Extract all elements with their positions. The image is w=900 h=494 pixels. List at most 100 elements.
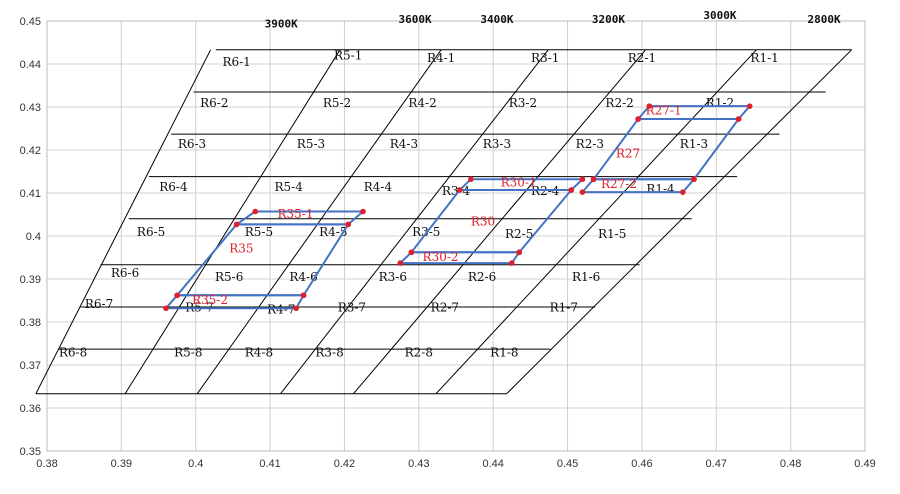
bin-label-r5-8: R5-8 [174, 345, 202, 359]
bin-grid-lines [35, 49, 852, 395]
bin-label-r6-2: R6-2 [200, 96, 228, 110]
y-axis-ticks: 0.35 0.36 0.37 0.38 0.39 0.4 0.41 0.42 0.43 0.44 0… [20, 16, 41, 458]
y-tick-label: 0.44 [20, 59, 41, 71]
x-tick-label: 0.46 [631, 458, 652, 470]
vertex-marker [680, 189, 686, 195]
bin-label-r6-4: R6-4 [159, 180, 188, 194]
y-tick-label: 0.37 [20, 360, 41, 372]
bin-label-r1-2: R1-2 [706, 96, 734, 110]
x-tick-label: 0.39 [111, 458, 132, 470]
vertex-marker [456, 187, 463, 193]
x-tick-label: 0.41 [259, 458, 280, 470]
x-tick-label: 0.38 [36, 458, 57, 470]
highlight-label-r35-1: R35-1 [278, 207, 314, 221]
y-tick-label: 0.4 [26, 231, 41, 243]
bin-label-r5-6: R5-6 [215, 270, 243, 284]
x-tick-label: 0.47 [706, 458, 727, 470]
bin-label-r2-1: R2-1 [628, 51, 656, 65]
vertex-marker [516, 249, 523, 256]
vertex-marker [579, 189, 586, 195]
highlight-label-r27-1: R27-1 [646, 104, 682, 118]
bin-cct-line [35, 49, 212, 395]
bin-cct-line [196, 49, 442, 395]
bin-label-r2-7: R2-7 [431, 300, 459, 314]
bin-label-r2-3: R2-3 [576, 137, 604, 151]
y-tick-label: 0.38 [20, 317, 41, 329]
x-tick-label: 0.4 [188, 458, 203, 470]
vertex-marker [174, 292, 180, 299]
bin-label-r1-8: R1-8 [490, 345, 518, 359]
cct-label-3900k: 3900K [265, 17, 298, 30]
bin-label-r3-2: R3-2 [509, 96, 537, 110]
x-tick-label: 0.43 [408, 458, 429, 470]
vertex-markers [163, 103, 753, 312]
bin-label-r3-8: R3-8 [315, 345, 343, 359]
highlight-label-r30-2: R30-2 [423, 250, 459, 264]
bin-label-r6-6: R6-6 [111, 266, 139, 280]
y-tick-label: 0.41 [20, 188, 41, 200]
vertex-marker [646, 103, 653, 109]
vertex-marker [735, 116, 742, 122]
bin-label-r2-6: R2-6 [468, 270, 496, 284]
bin-label-r6-3: R6-3 [178, 137, 206, 151]
highlight-labels: R27-1 R27 R27-2 R30-1 R30 R30-2 R35-1 R35 R35-2 [192, 104, 682, 307]
vertex-marker [746, 103, 753, 109]
bin-label-r5-1: R5-1 [334, 49, 362, 63]
plot-grid [46, 20, 866, 452]
vertex-marker [579, 176, 586, 183]
bin-labels: R6-1 R5-1 R4-1 R3-1 R2-1 R1-1 R6-2 R5-2 R4-2 R3-2… [59, 49, 779, 360]
x-axis-ticks: 0.38 0.39 0.4 0.41 0.42 0.43 0.44 0.45 0.46 0.47 0… [36, 458, 875, 470]
cct-label-3200k: 3200K [592, 13, 625, 26]
bin-label-r2-4: R2-4 [531, 184, 560, 198]
bin-label-r3-1: R3-1 [531, 51, 559, 65]
bin-cct-line [352, 49, 647, 395]
plot-border [46, 20, 866, 452]
x-tick-label: 0.44 [482, 458, 503, 470]
bin-label-r5-4: R5-4 [275, 180, 304, 194]
bin-label-r1-7: R1-7 [550, 300, 578, 314]
bin-label-r6-8: R6-8 [59, 345, 87, 359]
cct-label-2800k: 2800K [808, 13, 841, 26]
bin-label-r6-5: R6-5 [137, 225, 165, 239]
bin-label-r1-6: R1-6 [572, 270, 600, 284]
vertex-marker [468, 176, 474, 183]
bin-label-r1-4: R1-4 [646, 182, 675, 196]
bin-label-r5-5: R5-5 [245, 225, 273, 239]
bin-label-r4-2: R4-2 [408, 96, 436, 110]
vertex-marker [568, 187, 575, 193]
vertex-marker [252, 208, 259, 215]
bin-label-r4-7: R4-7 [267, 302, 295, 316]
vertex-marker [163, 305, 169, 312]
y-tick-label: 0.42 [20, 145, 41, 157]
y-tick-label: 0.39 [20, 274, 41, 286]
vertex-marker [397, 260, 404, 266]
bin-cct-line [280, 49, 549, 395]
bin-label-r2-8: R2-8 [405, 345, 433, 359]
bin-label-r6-7: R6-7 [85, 297, 113, 311]
vertex-marker [508, 260, 515, 266]
vertex-marker [293, 305, 299, 312]
highlight-label-r35: R35 [229, 241, 253, 255]
vertex-marker [300, 292, 307, 299]
x-tick-label: 0.45 [557, 458, 578, 470]
bin-label-r3-7: R3-7 [338, 300, 366, 314]
cct-label-3600k: 3600K [399, 13, 432, 26]
highlight-label-r30-1: R30-1 [501, 176, 537, 190]
bin-label-r3-3: R3-3 [483, 137, 511, 151]
bin-label-r2-2: R2-2 [605, 96, 633, 110]
cct-label-3000k: 3000K [703, 9, 736, 22]
bin-label-r1-5: R1-5 [598, 227, 626, 241]
y-tick-label: 0.43 [20, 102, 41, 114]
bin-label-r4-1: R4-1 [427, 51, 455, 65]
y-tick-label: 0.45 [20, 16, 41, 28]
bin-label-r4-8: R4-8 [245, 345, 273, 359]
bin-label-r2-5: R2-5 [505, 227, 533, 241]
vertex-marker [345, 221, 351, 228]
vertex-marker [233, 221, 240, 228]
vertex-marker [691, 176, 697, 183]
x-tick-label: 0.48 [780, 458, 801, 470]
bin-label-r1-3: R1-3 [680, 137, 708, 151]
vertex-marker [590, 176, 597, 183]
